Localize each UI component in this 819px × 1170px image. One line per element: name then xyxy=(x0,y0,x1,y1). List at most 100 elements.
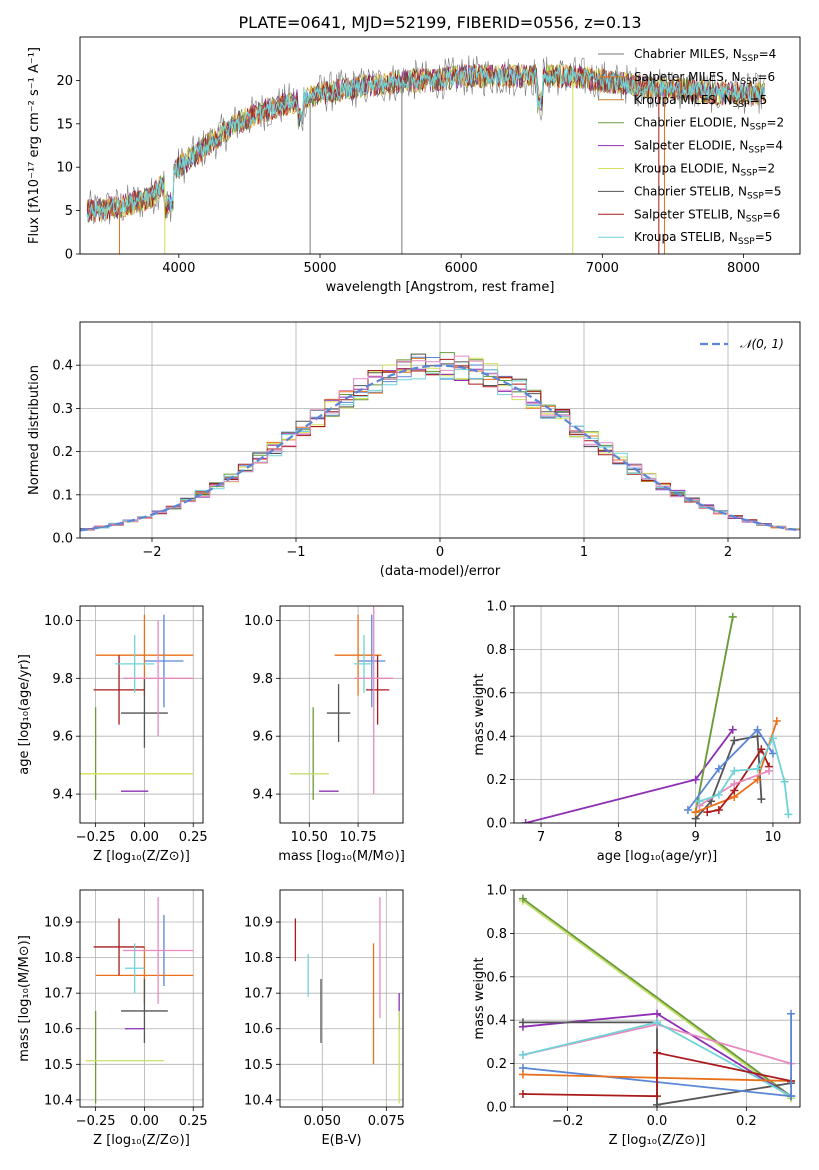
spectrum-legend-label: Kroupa ELODIE, NSSP=2 xyxy=(634,162,775,179)
legend-suffix: =5 xyxy=(750,93,768,107)
age-vs-Z-plot-area xyxy=(80,614,194,800)
mass-weight-vs-age-ytick-label: 0.8 xyxy=(486,643,507,658)
mass-weight-vs-age-point-marker xyxy=(772,717,781,726)
mass-vs-ebv-ytick-label: 10.9 xyxy=(244,916,273,931)
mass-vs-ebv-xtick-label: 0.050 xyxy=(304,1114,341,1129)
spectrum-ytick-label: 5 xyxy=(65,204,73,219)
mass-weight-vs-age-point-marker xyxy=(714,790,723,799)
mass-weight-vs-age-ytick-label: 0.0 xyxy=(486,817,507,832)
mass-weight-vs-Z-point-marker xyxy=(518,1050,527,1059)
residual-histogram-xlabel: (data-model)/error xyxy=(380,564,501,579)
mass-weight-vs-Z-frame xyxy=(513,889,801,1108)
legend-suffix: =4 xyxy=(765,139,783,153)
spectrum-ytick-label: 20 xyxy=(56,74,73,89)
mass-weight-vs-Z-ytick-label: 0.4 xyxy=(486,1014,507,1029)
mass-weight-vs-age-point-marker xyxy=(714,805,723,814)
mass-weight-vs-age-xlabel: age [log₁₀(age/yr)] xyxy=(597,849,718,864)
mass-weight-vs-age-point-marker xyxy=(695,797,704,806)
residual-histogram-ytick-label: 0.2 xyxy=(52,445,73,460)
mass-weight-vs-Z-xtick-label: −0.2 xyxy=(552,1114,584,1129)
mass-weight-vs-age-point-marker xyxy=(730,736,739,745)
residual-histogram-plot-area xyxy=(80,352,800,532)
mass-vs-Z-ylabel: mass [log₁₀(M/M⊙)] xyxy=(17,935,32,1062)
spectrum-ytick-label: 10 xyxy=(56,161,73,176)
spectrum-frame xyxy=(79,36,801,255)
age-vs-mass-xlabel: mass [log₁₀(M/M⊙)] xyxy=(278,849,405,864)
mass-weight-vs-Z-ylabel: mass weight xyxy=(472,957,487,1039)
residual-histogram-xtick-label: −1 xyxy=(286,545,305,560)
spectrum-legend-label: Kroupa STELIB, NSSP=5 xyxy=(634,230,772,247)
residual-histogram-xtick-label: −2 xyxy=(142,545,161,560)
mass-vs-Z-ytick-label: 10.4 xyxy=(44,1093,73,1108)
mass-weight-vs-Z-xlabel: Z [log₁₀(Z/Z⊙)] xyxy=(609,1133,706,1148)
age-vs-Z-ylabel: age [log₁₀(age/yr)] xyxy=(17,654,32,775)
mass-weight-vs-age-point-marker xyxy=(753,775,762,784)
mass-weight-vs-Z-ytick-label: 0.6 xyxy=(486,970,507,985)
mass-weight-vs-age-point-marker xyxy=(728,612,737,621)
mass-weight-vs-age-xtick-label: 9 xyxy=(692,830,700,845)
legend-subscript: SSP xyxy=(750,123,767,133)
legend-suffix: =5 xyxy=(764,184,782,198)
spectrum-legend-label: Salpeter ELODIE, NSSP=4 xyxy=(634,139,783,156)
mass-vs-Z-ytick-label: 10.7 xyxy=(44,987,73,1002)
mass-weight-vs-Z-point-marker xyxy=(518,1089,527,1098)
mass-weight-vs-age-frame xyxy=(513,605,801,824)
legend-suffix: =6 xyxy=(757,70,775,84)
residual-histogram-xtick-label: 0 xyxy=(436,545,444,560)
normal-curve xyxy=(80,364,798,532)
spectrum-xtick-label: 5000 xyxy=(303,261,336,276)
spectrum-series-8 xyxy=(86,66,766,221)
mass-weight-vs-age-point-marker xyxy=(691,775,700,784)
age-vs-mass-ytick-label: 9.8 xyxy=(252,672,273,687)
mass-weight-vs-Z-ytick-label: 0.2 xyxy=(486,1057,507,1072)
spectrum-xtick-label: 4000 xyxy=(162,261,195,276)
mass-weight-vs-age-point-marker xyxy=(714,764,723,773)
age-vs-mass-xtick-label: 10.50 xyxy=(291,830,328,845)
mass-weight-vs-age-plot-area xyxy=(521,612,793,823)
mass-weight-vs-age-series-4 xyxy=(687,728,774,811)
spectrum-legend-label: Chabrier ELODIE, NSSP=2 xyxy=(634,116,784,133)
mass-vs-ebv-ytick-label: 10.5 xyxy=(244,1058,273,1073)
mass-weight-vs-age-ytick-label: 0.2 xyxy=(486,773,507,788)
mass-vs-ebv-ytick-label: 10.4 xyxy=(244,1093,273,1108)
spectrum-plot-area xyxy=(86,55,766,254)
mass-weight-vs-Z-point-marker xyxy=(518,1070,527,1079)
age-vs-mass-ytick-label: 9.6 xyxy=(252,730,273,745)
legend-suffix: =5 xyxy=(755,230,773,244)
spectrum-ylabel: Flux [fλ10⁻¹⁷ erg cm⁻² s⁻¹ A⁻¹] xyxy=(27,47,42,244)
legend-subscript: SSP xyxy=(738,237,755,247)
mass-weight-vs-age-point-marker xyxy=(768,749,777,758)
mass-weight-vs-age-point-marker xyxy=(753,725,762,734)
age-vs-mass-ytick-label: 10.0 xyxy=(244,614,273,629)
mass-weight-vs-age-point-marker xyxy=(703,808,712,817)
mass-weight-vs-age-point-marker xyxy=(768,734,777,743)
mass-weight-vs-age-ytick-label: 1.0 xyxy=(486,600,507,615)
mass-vs-Z-xtick-label: 0.25 xyxy=(179,1114,208,1129)
age-vs-mass-plot-area xyxy=(289,606,394,800)
mass-vs-ebv-ytick-label: 10.8 xyxy=(244,951,273,966)
spectrum-xtick-label: 6000 xyxy=(445,261,478,276)
mass-vs-Z-ytick-label: 10.9 xyxy=(44,916,73,931)
mass-weight-vs-Z-point-marker xyxy=(787,1009,796,1018)
residual-histogram-frame xyxy=(79,321,801,539)
mass-vs-ebv-xtick-label: 0.075 xyxy=(368,1114,405,1129)
mass-weight-vs-Z-xtick-label: 0.2 xyxy=(736,1114,757,1129)
age-vs-Z-ytick-label: 9.6 xyxy=(52,730,73,745)
mass-weight-vs-age-series-2 xyxy=(694,616,734,813)
mass-weight-vs-age-point-marker xyxy=(753,764,762,773)
mass-weight-vs-age-ytick-label: 0.4 xyxy=(486,730,507,745)
residual-histogram-ytick-label: 0.4 xyxy=(52,359,73,374)
mass-weight-vs-age-ylabel: mass weight xyxy=(472,673,487,755)
mass-weight-vs-Z-ytick-label: 1.0 xyxy=(486,884,507,899)
mass-weight-vs-Z-point-marker xyxy=(518,1018,527,1027)
residual-histogram-ytick-label: 0.0 xyxy=(52,532,73,547)
age-vs-Z-xtick-label: −0.25 xyxy=(76,830,116,845)
spectrum-legend-label: Chabrier MILES, NSSP=4 xyxy=(634,47,776,64)
age-vs-Z-xtick-label: 0.00 xyxy=(130,830,159,845)
mass-vs-ebv-plot-area xyxy=(294,897,400,1104)
mass-weight-vs-age-point-marker xyxy=(784,810,793,819)
spectrum-xtick-label: 8000 xyxy=(727,261,760,276)
mass-weight-vs-age-point-marker xyxy=(757,745,766,754)
legend-suffix: =4 xyxy=(759,47,777,61)
